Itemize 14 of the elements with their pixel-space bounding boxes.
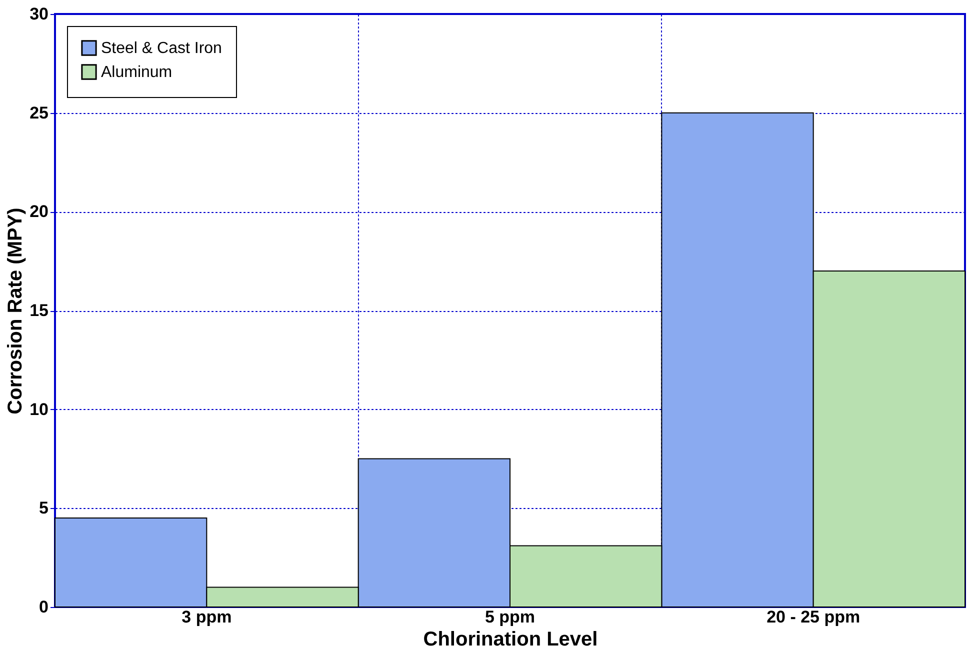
y-tick-label: 10: [30, 400, 48, 419]
x-tick-label: 5 ppm: [484, 608, 536, 626]
y-tick-label: 20: [30, 202, 48, 222]
y-tick-label: 30: [30, 4, 48, 24]
x-tick-label: 3 ppm: [182, 608, 232, 626]
y-axis-title: Corrosion Rate (MPY): [4, 208, 27, 414]
y-tick-label: 25: [30, 103, 48, 122]
x-tick-label: 20 - 25 ppm: [766, 608, 860, 626]
y-tick-label: 15: [30, 301, 48, 320]
x-axis-title: Chlorination Level: [423, 628, 598, 650]
legend-label: Steel & Cast Iron: [101, 40, 222, 57]
y-tick-label: 5: [39, 498, 48, 518]
legend-label: Aluminum: [101, 64, 172, 81]
y-tick-label: 0: [39, 598, 48, 616]
